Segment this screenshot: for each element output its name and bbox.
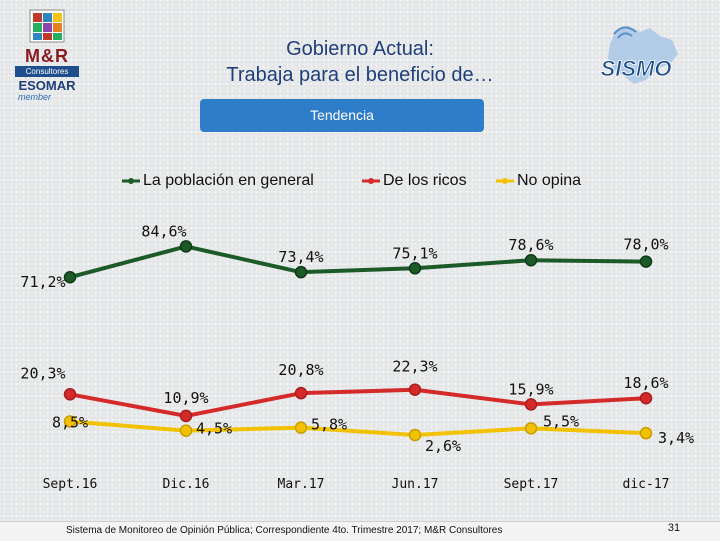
logo-subtitle: Consultores <box>15 66 79 77</box>
data-label-ricos-4: 15,9% <box>508 380 553 398</box>
sismo-logo: SISMO <box>600 26 678 84</box>
x-tick-label-1: Dic.16 <box>163 477 210 492</box>
x-tick-label-3: Jun.17 <box>392 477 439 492</box>
legend-marker-green <box>122 178 140 184</box>
point-no-opina-1 <box>179 424 193 437</box>
point-ricos-3 <box>408 383 422 396</box>
data-label-no-opina-5: 3,4% <box>658 429 694 447</box>
data-label-ricos-1: 10,9% <box>163 389 208 407</box>
mr-consultores-logo: M&R Consultores ESOMAR member <box>10 8 84 102</box>
page-title: Gobierno Actual: Trabaja para el benefic… <box>120 36 600 88</box>
point-ricos-5 <box>639 391 653 405</box>
data-label-ricos-5: 18,6% <box>623 374 668 392</box>
data-label-ricos-2: 20,8% <box>278 361 323 379</box>
x-tick-label-2: Mar.17 <box>278 477 325 492</box>
legend-marker-yellow <box>496 178 514 184</box>
point-poblacion-0 <box>63 270 77 284</box>
point-no-opina-0 <box>63 415 77 428</box>
point-poblacion-5 <box>639 255 653 268</box>
point-ricos-1 <box>179 409 193 423</box>
series-line-poblacion <box>69 244 647 280</box>
point-no-opina-3 <box>408 428 422 442</box>
point-ricos-2 <box>294 386 308 400</box>
footer-text: Sistema de Monitoreo de Opinión Pública;… <box>66 525 503 536</box>
x-tick-label-0: Sept.16 <box>43 477 98 492</box>
signal-waves-icon <box>613 26 637 39</box>
sismo-wordmark: SISMO <box>601 56 672 81</box>
point-no-opina-4 <box>524 422 538 435</box>
x-tick-label-5: dic-17 <box>623 477 670 492</box>
data-label-poblacion-2: 73,4% <box>278 248 323 266</box>
data-label-poblacion-4: 78,6% <box>508 236 553 254</box>
legend-label-ricos: De los ricos <box>383 172 467 189</box>
footer-bar: Sistema de Monitoreo de Opinión Pública;… <box>0 521 720 541</box>
legend-label-no-opina: No opina <box>517 172 582 189</box>
logo-name: M&R <box>25 46 69 66</box>
data-label-poblacion-1: 84,6% <box>141 222 186 240</box>
title-line-1: Gobierno Actual: <box>286 38 434 60</box>
data-label-poblacion-3: 75,1% <box>392 244 437 262</box>
tendencia-tab[interactable]: Tendencia <box>200 99 484 132</box>
data-label-no-opina-2: 5,8% <box>311 416 347 434</box>
point-poblacion-2 <box>294 265 308 279</box>
legend-marker-red <box>362 178 380 184</box>
point-no-opina-2 <box>294 421 308 434</box>
data-label-ricos-0: 20,3% <box>20 364 65 382</box>
point-poblacion-1 <box>179 240 193 253</box>
series-line-ricos <box>69 387 647 418</box>
data-label-poblacion-0: 71,2% <box>20 273 65 291</box>
data-label-no-opina-3: 2,6% <box>425 437 461 455</box>
data-label-no-opina-4: 5,5% <box>543 412 579 430</box>
point-poblacion-4 <box>524 253 538 267</box>
point-no-opina-5 <box>639 426 653 440</box>
point-poblacion-3 <box>408 262 422 275</box>
legend-label-poblacion: La población en general <box>143 172 314 189</box>
data-label-no-opina-0: 8,5% <box>52 413 88 431</box>
mr-cube-icon <box>29 9 65 43</box>
data-label-no-opina-1: 4,5% <box>196 420 232 438</box>
x-tick-label-4: Sept.17 <box>504 477 559 492</box>
data-label-ricos-3: 22,3% <box>392 358 437 376</box>
data-label-poblacion-5: 78,0% <box>623 236 668 254</box>
title-line-2: Trabaja para el beneficio de… <box>226 64 494 86</box>
member-label: member <box>18 92 52 102</box>
map-silhouette-icon <box>608 26 678 84</box>
point-ricos-0 <box>63 388 77 401</box>
point-ricos-4 <box>524 398 538 411</box>
page-number: 31 <box>667 522 681 534</box>
esomar-label: ESOMAR <box>18 78 76 93</box>
series-line-no-opina <box>69 419 647 438</box>
